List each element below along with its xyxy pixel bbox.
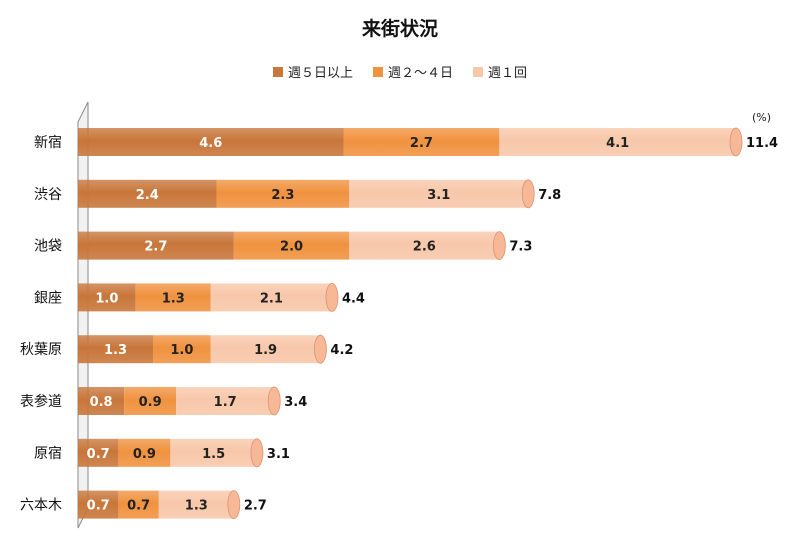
bar-end-cap: [492, 231, 506, 261]
category-label: 新宿: [34, 134, 62, 151]
data-label: 0.9: [133, 447, 156, 462]
bar-segment: [118, 438, 171, 467]
bar-segment: [170, 438, 257, 467]
data-label: 1.7: [214, 395, 237, 410]
total-label: 4.2: [330, 343, 353, 358]
category-label: 秋葉原: [20, 342, 62, 358]
data-label: 1.3: [104, 343, 127, 358]
data-label: 0.8: [90, 395, 113, 410]
total-label: 3.1: [267, 447, 290, 462]
bar-segment: [78, 438, 119, 467]
bar-end-cap: [521, 179, 535, 209]
category-label: 池袋: [34, 239, 62, 255]
bar-segment: [210, 335, 321, 364]
legend-label: 週２～４日: [387, 66, 453, 81]
legend-swatch: [272, 66, 283, 77]
data-label: 1.9: [254, 343, 277, 358]
bar-segment: [78, 283, 136, 312]
total-label: 7.8: [538, 188, 561, 203]
bar-segment: [499, 128, 736, 156]
category-label: 表参道: [20, 393, 62, 410]
bar-end-cap: [325, 282, 339, 312]
data-label: 4.6: [199, 136, 222, 151]
total-label: 7.3: [509, 240, 532, 255]
data-label: 1.0: [170, 343, 193, 358]
bar-end-cap: [267, 386, 281, 416]
legend-label: 週５日以上: [287, 66, 353, 81]
bar-segment: [349, 179, 529, 208]
category-label: 原宿: [34, 445, 62, 462]
bar-end-cap: [314, 334, 327, 364]
category-label: 銀座: [34, 290, 62, 306]
unit-label: (%): [752, 111, 772, 124]
data-label: 1.3: [162, 291, 185, 306]
bar-end-cap: [250, 438, 264, 468]
chart-title: 来街状況: [361, 18, 438, 40]
data-label: 2.6: [413, 240, 436, 255]
bar-segment: [216, 179, 350, 208]
legend-swatch: [372, 66, 383, 77]
data-label: 2.1: [260, 291, 283, 306]
category-label: 渋谷: [34, 187, 62, 203]
total-label: 2.7: [244, 499, 267, 514]
bar-end-cap: [227, 490, 241, 520]
bar-segment: [124, 387, 177, 415]
data-label: 0.7: [87, 499, 110, 514]
bar-segment: [343, 128, 500, 156]
legend-item: 週２～４日: [372, 62, 453, 81]
total-label: 3.4: [284, 395, 307, 410]
legend-item: 週１回: [473, 62, 527, 81]
bar-segment: [176, 387, 275, 415]
legend-label: 週１回: [488, 66, 528, 81]
data-label: 2.7: [144, 240, 167, 255]
bar-segment: [78, 490, 119, 519]
bar-segment: [349, 231, 500, 260]
legend-swatch: [473, 66, 483, 77]
data-label: 3.1: [427, 188, 450, 203]
total-label: 4.4: [342, 291, 365, 306]
bar-segment: [158, 490, 234, 519]
data-label: 1.0: [95, 291, 118, 306]
bar-segment: [78, 387, 125, 415]
data-label: 0.7: [87, 447, 110, 462]
data-label: 2.4: [136, 188, 159, 203]
bar-end-cap: [729, 127, 743, 157]
bar-segment: [78, 231, 234, 260]
data-label: 0.7: [127, 499, 150, 514]
bar-segment: [78, 179, 217, 208]
bar-segment: [233, 231, 350, 260]
category-label: 六本木: [20, 498, 62, 514]
bar-segment: [78, 335, 154, 364]
data-label: 2.0: [280, 240, 303, 255]
data-label: 1.3: [185, 499, 208, 514]
legend: 週５日以上 週２～４日 週１回: [0, 62, 800, 81]
data-label: 2.7: [410, 136, 433, 151]
bar-segment: [153, 335, 211, 364]
data-label: 2.3: [271, 188, 294, 203]
bar-segment: [210, 283, 332, 312]
data-label: 1.5: [202, 447, 225, 462]
bar-segment: [78, 128, 344, 156]
data-label: 0.9: [139, 395, 162, 410]
total-label: 11.4: [746, 136, 778, 151]
bar-segment: [135, 283, 211, 312]
legend-item: 週５日以上: [272, 62, 353, 81]
data-label: 4.1: [606, 136, 629, 151]
bar-segment: [118, 490, 159, 519]
